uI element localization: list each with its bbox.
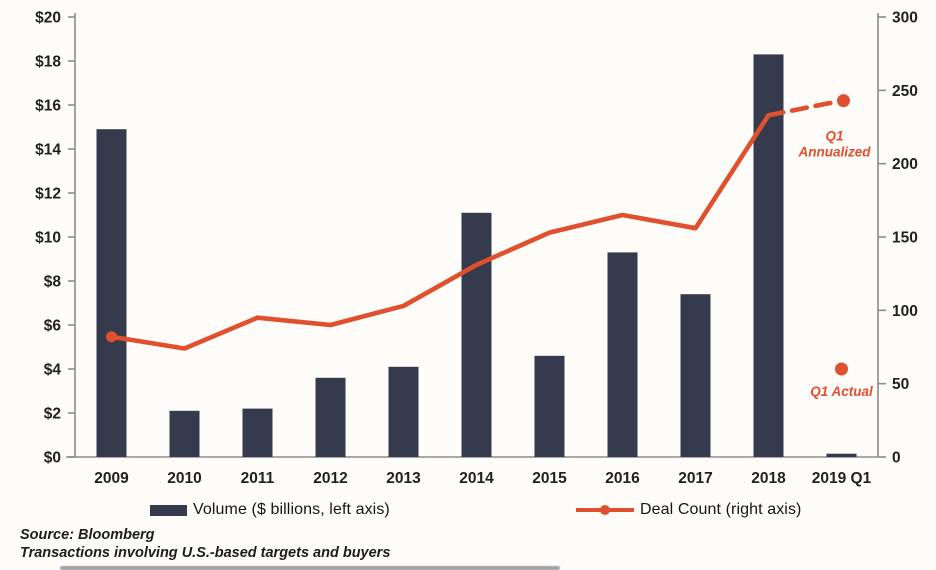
actual-point: [835, 362, 848, 376]
swatch-line-dot: [600, 505, 610, 515]
chart-legend: Volume ($ billions, left axis) Deal Coun…: [0, 501, 936, 525]
left-tick-label: $8: [44, 274, 62, 291]
left-tick-label: $12: [35, 186, 61, 203]
bar-2018: [753, 54, 784, 458]
right-tick-label: 100: [892, 303, 918, 320]
x-tick-label: 2015: [532, 470, 567, 487]
x-tick-label: 2012: [313, 470, 347, 487]
footer-notes: Source: Bloomberg Transactions involving…: [20, 526, 720, 562]
projection-dashed-line: [766, 99, 837, 118]
source-note: Source: Bloomberg: [20, 527, 155, 543]
x-tick-label: 2011: [241, 470, 275, 487]
left-tick-label: $6: [44, 318, 62, 335]
right-tick-label: 200: [892, 156, 918, 173]
bar-2015: [534, 355, 565, 457]
right-tick-label: 150: [892, 230, 918, 247]
x-tick-label: 2010: [167, 470, 201, 487]
x-tick-label: 2018: [751, 470, 786, 487]
bar-2017: [680, 294, 711, 457]
left-axis-ticks: $0 $2 $4 $6 $8 $10 $12 $14 $16 $18 $20: [35, 10, 75, 467]
right-tick-label: 250: [892, 83, 918, 100]
legend-deal-count-label: Deal Count (right axis): [640, 501, 802, 518]
legend-item-deal-count: Deal Count (right axis): [576, 501, 801, 519]
annotation-q1-actual: Q1 Actual: [810, 362, 873, 399]
right-tick-label: 300: [892, 10, 918, 27]
annualized-label: Q1 Annualized: [797, 129, 871, 160]
right-tick-label: 0: [892, 450, 901, 467]
left-tick-label: $4: [44, 362, 62, 379]
x-tick-label: 2016: [605, 470, 640, 487]
volume-bars: [96, 54, 857, 458]
x-tick-label: 2014: [459, 470, 494, 487]
left-tick-label: $2: [44, 406, 61, 423]
legend-item-volume: Volume ($ billions, left axis): [150, 501, 390, 519]
volume-bar-swatch-icon: [150, 504, 187, 516]
deal-count-line-swatch-icon: [576, 504, 634, 516]
bar-2016: [607, 252, 638, 457]
left-tick-label: $16: [35, 98, 61, 115]
left-tick-label: $14: [35, 142, 61, 159]
scope-note: Transactions involving U.S.-based target…: [20, 545, 391, 561]
legend-volume-label: Volume ($ billions, left axis): [193, 501, 390, 518]
bar-2011: [242, 408, 273, 457]
left-tick-label: $20: [35, 10, 61, 27]
deal-count-line: [106, 112, 771, 351]
x-tick-label: 2009: [94, 470, 129, 487]
left-tick-label: $10: [35, 230, 61, 247]
bar-2014: [461, 212, 492, 457]
deal-count-polyline: [109, 112, 771, 351]
x-tick-label: 2019 Q1: [812, 470, 872, 487]
bar-2009: [96, 129, 127, 457]
x-tick-label: 2013: [386, 470, 421, 487]
line-start-marker: [106, 331, 117, 343]
bar-2013: [388, 366, 419, 457]
right-axis-ticks: 0 50 100 150 200 250 300: [878, 10, 918, 467]
bar-2010: [169, 410, 200, 457]
left-tick-label: $18: [35, 54, 61, 71]
bar-2012: [315, 377, 346, 457]
bar-2019 Q1: [826, 453, 857, 457]
left-tick-label: $0: [44, 450, 61, 467]
x-tick-label: 2017: [678, 470, 712, 487]
annualized-point: [837, 94, 850, 108]
actual-label: Q1 Actual: [810, 384, 873, 399]
combo-chart: $0 $2 $4 $6 $8 $10 $12 $14 $16 $18 $20 0 50 100 150 200…: [35, 10, 918, 488]
cropped-artifact-line: [60, 566, 560, 570]
x-axis-labels: 2009 2010 2011 2012 2013 2014 2015 2016 2017 2018…: [94, 470, 871, 487]
right-tick-label: 50: [892, 376, 909, 393]
annotation-q1-annualized: Q1 Annualized: [766, 94, 871, 160]
